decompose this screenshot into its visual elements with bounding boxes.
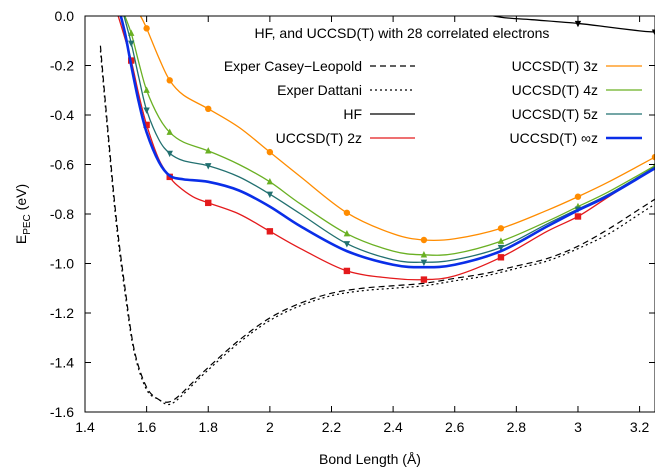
x-tick-label: 3 <box>574 419 582 435</box>
y-tick-label: -0.6 <box>50 157 74 173</box>
y-tick-label: -0.8 <box>50 206 74 222</box>
data-point <box>497 244 505 252</box>
data-point <box>205 199 212 207</box>
legend-label: Exper Dattani <box>277 82 362 98</box>
data-point <box>143 121 150 129</box>
y-tick-label: -1.4 <box>50 355 74 371</box>
x-tick-label: 2.2 <box>322 419 342 435</box>
x-tick-label: 1.8 <box>199 419 219 435</box>
series-exper-dattani <box>99 50 655 406</box>
legend-item-hf: HF <box>343 106 415 122</box>
series-uccsd-t-infz <box>119 16 655 269</box>
series-layer <box>99 16 655 406</box>
data-point <box>420 236 428 244</box>
data-point <box>266 148 274 156</box>
x-axis-label: Bond Length (Å) <box>319 451 421 467</box>
legend-item-uccsd-t-5z: UCCSD(T) 5z <box>512 106 642 122</box>
axes-layer: 1.4 1.6 1.8 2 2.2 2.4 2.6 2.8 3 3.2 0.0 -0.2 -0.4 -0.… <box>50 8 655 435</box>
legend-label: HF <box>343 106 362 122</box>
data-point <box>497 237 505 244</box>
data-point <box>651 29 655 36</box>
data-point <box>651 153 655 161</box>
legend-item-uccsd-t-3z: UCCSD(T) 3z <box>512 58 642 74</box>
data-point <box>266 191 274 198</box>
data-point <box>574 213 582 220</box>
legend-label: UCCSD(T) ∞z <box>509 130 598 146</box>
data-point <box>143 86 150 93</box>
y-tick-label: -1.0 <box>50 256 74 272</box>
legend-item-exper-dattani: Exper Dattani <box>277 82 415 98</box>
data-point <box>205 147 212 154</box>
series-line <box>99 50 655 406</box>
legend-item-exper-casey-leopold: Exper Casey−Leopold <box>224 58 415 74</box>
x-tick-label: 2.6 <box>445 419 465 435</box>
y-tick-label: -0.4 <box>50 107 74 123</box>
data-point <box>420 259 428 267</box>
legend-label: UCCSD(T) 5z <box>512 106 598 122</box>
data-point <box>205 105 212 113</box>
y-tick-label: -0.2 <box>50 58 74 74</box>
y-axis-label-unit: (eV) <box>13 184 29 214</box>
y-tick-label: 0.0 <box>55 8 75 24</box>
data-point <box>574 20 582 28</box>
series-uccsd-t-3z <box>139 16 655 244</box>
legend-item-uccsd-t-4z: UCCSD(T) 4z <box>512 82 642 98</box>
x-tick-label: 1.4 <box>75 419 95 435</box>
data-point <box>343 230 351 237</box>
data-point <box>143 107 150 114</box>
series-uccsd-t-4z <box>124 16 655 258</box>
data-point <box>128 40 135 48</box>
legend-label: UCCSD(T) 2z <box>276 130 362 146</box>
y-tick-label: -1.2 <box>50 305 74 321</box>
data-point <box>266 228 274 235</box>
data-point <box>128 29 135 36</box>
data-point <box>343 209 351 216</box>
data-point <box>166 150 173 158</box>
series-hf <box>490 16 655 36</box>
series-line <box>123 16 655 263</box>
data-point <box>343 267 351 275</box>
legend-label: UCCSD(T) 4z <box>512 82 598 98</box>
data-point <box>143 25 150 32</box>
y-tick-label: -1.6 <box>50 404 74 420</box>
y-axis-label-main: E <box>13 235 29 244</box>
legend-item-uccsd-t-infz: UCCSD(T) ∞z <box>509 130 642 146</box>
data-point <box>497 225 505 232</box>
x-tick-label: 1.6 <box>137 419 157 435</box>
x-tick-label: 3.2 <box>630 419 650 435</box>
data-point <box>166 128 173 135</box>
chart-title: HF, and UCCSD(T) with 28 correlated elec… <box>255 25 550 41</box>
data-point <box>266 178 274 185</box>
data-point <box>166 77 173 84</box>
x-tick-label: 2.4 <box>383 419 403 435</box>
y-axis-label: EPEC (eV) <box>13 184 33 244</box>
data-point <box>420 276 428 283</box>
series-line <box>119 16 655 269</box>
data-point <box>420 251 428 258</box>
data-point <box>574 193 582 200</box>
legend: Exper Casey−Leopold Exper Dattani HF UCCSD(… <box>224 58 642 146</box>
legend-label: UCCSD(T) 3z <box>512 58 598 74</box>
data-point <box>497 254 505 261</box>
legend-label: Exper Casey−Leopold <box>224 58 362 74</box>
y-axis-label-sub: PEC <box>22 214 33 235</box>
series-line <box>139 16 655 242</box>
series-line <box>117 16 655 281</box>
legend-item-uccsd-t-2z: UCCSD(T) 2z <box>276 130 415 146</box>
x-tick-label: 2 <box>266 419 274 435</box>
x-tick-label: 2.8 <box>507 419 527 435</box>
data-point <box>205 163 212 170</box>
data-point <box>343 241 351 248</box>
